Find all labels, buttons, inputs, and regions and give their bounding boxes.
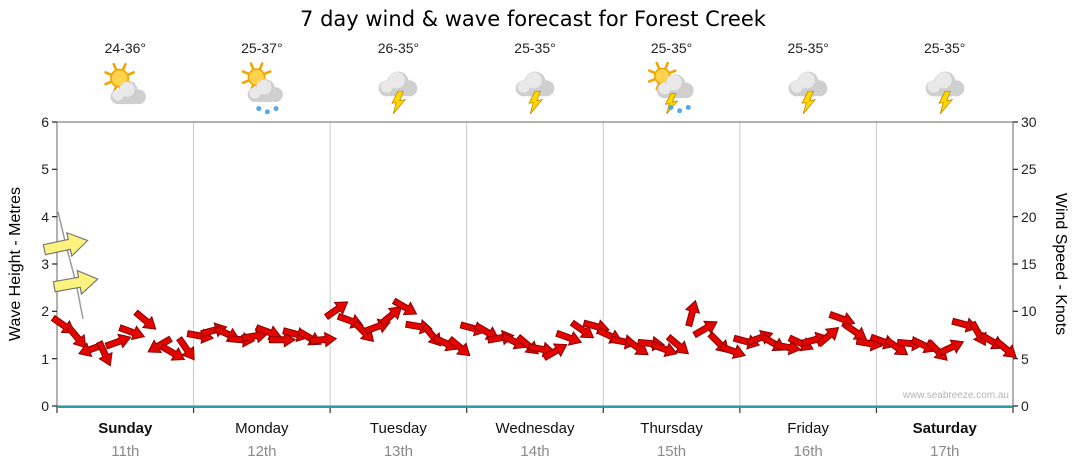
right-axis-tick-label: 25 bbox=[1021, 161, 1037, 178]
wind-arrow bbox=[118, 324, 146, 341]
day-date-label: 11th bbox=[111, 443, 140, 460]
wind-arrow bbox=[323, 301, 349, 321]
left-axis-tick-label: 2 bbox=[41, 303, 49, 320]
weather-icon-sun-thunderstorm-rain bbox=[646, 61, 698, 115]
wind-arrow bbox=[816, 326, 840, 348]
day-date-label: 17th bbox=[930, 443, 960, 460]
wind-arrow bbox=[555, 329, 583, 346]
right-axis-tick-label: 10 bbox=[1021, 303, 1037, 320]
day-name-label: Thursday bbox=[640, 420, 703, 437]
left-axis-tick-label: 1 bbox=[41, 350, 49, 367]
wind-arrow bbox=[910, 336, 937, 354]
day-name-label: Wednesday bbox=[495, 420, 575, 437]
left-axis-tick-label: 4 bbox=[41, 208, 49, 225]
wind-arrow bbox=[391, 297, 418, 316]
day-date-label: 14th bbox=[520, 443, 550, 460]
day-date-label: 12th bbox=[247, 443, 277, 460]
day-name-label: Monday bbox=[235, 420, 289, 437]
right-axis-tick-label: 30 bbox=[1021, 114, 1037, 130]
weather-icon-thunderstorm bbox=[372, 62, 424, 115]
wind-arrow bbox=[719, 343, 747, 360]
chart-title: 7 day wind & wave forecast for Forest Cr… bbox=[300, 7, 766, 31]
wind-arrow bbox=[951, 317, 979, 333]
day-temperature-range: 25-35° bbox=[514, 40, 556, 56]
left-axis-tick-label: 6 bbox=[41, 114, 49, 130]
wind-arrow bbox=[447, 335, 471, 357]
wind-arrow bbox=[104, 333, 132, 350]
wind-arrow bbox=[684, 299, 701, 328]
wind-arrow bbox=[473, 322, 500, 340]
right-axis-tick-label: 20 bbox=[1021, 208, 1037, 225]
left-axis-tick-label: 3 bbox=[41, 256, 49, 272]
wind-arrow bbox=[842, 321, 868, 341]
day-name-label: Tuesday bbox=[369, 420, 427, 437]
day-date-label: 15th bbox=[656, 443, 687, 460]
wind-arrow bbox=[309, 331, 338, 348]
plot-border bbox=[56, 121, 1014, 407]
lead-in-wind-arrow bbox=[42, 231, 89, 258]
day-name-label: Saturday bbox=[912, 420, 977, 437]
day-name-label: Sunday bbox=[98, 420, 153, 437]
day-temperature-range: 26-35° bbox=[377, 40, 420, 56]
wind-arrow bbox=[254, 324, 282, 341]
wind-arrow bbox=[66, 325, 87, 349]
wind-arrow bbox=[650, 341, 678, 358]
weather-icon-thunderstorm bbox=[919, 62, 971, 115]
wind-arrow bbox=[937, 339, 965, 357]
right-axis-tick-label: 15 bbox=[1021, 256, 1037, 272]
weather-icon-partly-cloudy-showers bbox=[236, 62, 288, 115]
wind-arrow bbox=[176, 336, 195, 361]
wind-arrow bbox=[95, 340, 113, 367]
wind-arrow bbox=[379, 306, 403, 327]
weather-icon-thunderstorm bbox=[782, 62, 834, 115]
day-temperature-range: 24-36° bbox=[104, 40, 146, 56]
wind-arrow bbox=[133, 309, 157, 330]
day-temperature-range: 25-37° bbox=[241, 40, 283, 56]
wind-arrow bbox=[147, 335, 173, 354]
weather-icon-thunderstorm bbox=[509, 62, 561, 115]
right-axis-tick-label: 0 bbox=[1021, 398, 1029, 414]
day-temperature-range: 25-35° bbox=[787, 40, 829, 56]
wind-arrow bbox=[159, 343, 186, 361]
wind-arrow bbox=[692, 320, 718, 339]
left-axis-tick-label: 5 bbox=[41, 161, 49, 178]
day-date-label: 16th bbox=[793, 443, 823, 460]
day-temperature-range: 25-35° bbox=[924, 40, 966, 56]
watermark: www.seabreeze.com.au bbox=[902, 390, 1009, 401]
day-date-label: 13th bbox=[383, 443, 414, 460]
wind-arrow bbox=[542, 343, 568, 361]
right-axis-tick-label: 5 bbox=[1021, 350, 1029, 367]
day-name-label: Friday bbox=[787, 420, 829, 437]
day-temperature-range: 25-35° bbox=[650, 40, 693, 56]
lead-in-line bbox=[57, 211, 84, 320]
wind-arrow bbox=[665, 334, 690, 355]
wind-arrow bbox=[993, 337, 1017, 359]
weather-icon-partly-cloudy bbox=[99, 62, 151, 114]
wind-arrow bbox=[969, 320, 987, 347]
lead-in-wind-arrow bbox=[52, 269, 99, 296]
left-axis-tick-label: 0 bbox=[41, 398, 49, 414]
